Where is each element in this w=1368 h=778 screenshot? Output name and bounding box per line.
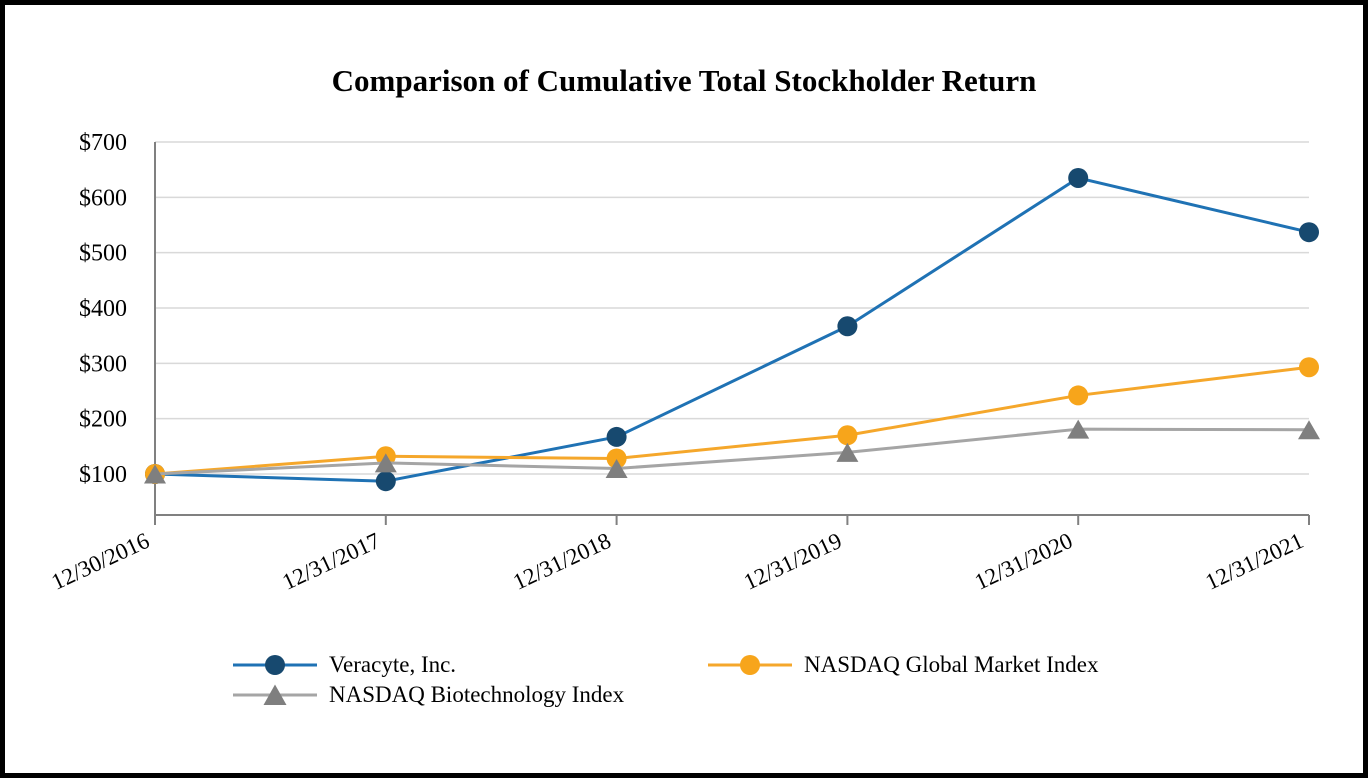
data-point — [375, 471, 396, 492]
y-tick-label: $600 — [79, 185, 127, 211]
legend-item-veracyte: Veracyte, Inc. — [233, 651, 456, 679]
y-tick-label: $400 — [79, 296, 127, 322]
data-point — [605, 458, 628, 478]
chart-legend: Veracyte, Inc. NASDAQ Global Market Inde… — [5, 5, 1363, 773]
data-point — [1068, 167, 1089, 188]
data-point — [606, 448, 627, 469]
line-circle-marker-icon — [708, 655, 792, 675]
data-point — [144, 464, 166, 484]
data-point — [836, 442, 859, 462]
y-tick-label: $100 — [79, 462, 127, 488]
data-point — [1298, 420, 1320, 440]
data-point — [606, 426, 627, 447]
data-point — [1299, 357, 1319, 378]
data-point — [1068, 385, 1089, 406]
legend-label-veracyte: Veracyte, Inc. — [329, 652, 457, 677]
legend-label-nasdaq-biotechnology: NASDAQ Biotechnology Index — [329, 682, 625, 707]
line-circle-marker-icon — [233, 655, 317, 675]
y-tick-label: $700 — [79, 130, 127, 156]
series-line-2 — [154, 427, 1310, 476]
data-point — [374, 453, 397, 473]
data-point — [837, 425, 858, 446]
data-point — [1299, 222, 1319, 243]
y-tick-label: $500 — [79, 241, 127, 267]
series-line-1 — [154, 365, 1310, 476]
series-line-0 — [154, 176, 1310, 483]
y-tick-label: $300 — [79, 351, 127, 377]
legend-label-nasdaq-global-market: NASDAQ Global Market Index — [804, 652, 1099, 677]
data-point — [837, 316, 858, 337]
data-point — [1067, 419, 1090, 439]
line-triangle-marker-icon — [233, 684, 317, 705]
y-tick-label: $200 — [79, 407, 127, 433]
chart-title: Comparison of Cumulative Total Stockhold… — [331, 63, 1037, 98]
legend-item-nasdaq-global-market: NASDAQ Global Market Index — [708, 651, 1098, 679]
legend-item-nasdaq-biotechnology: NASDAQ Biotechnology Index — [233, 681, 624, 709]
